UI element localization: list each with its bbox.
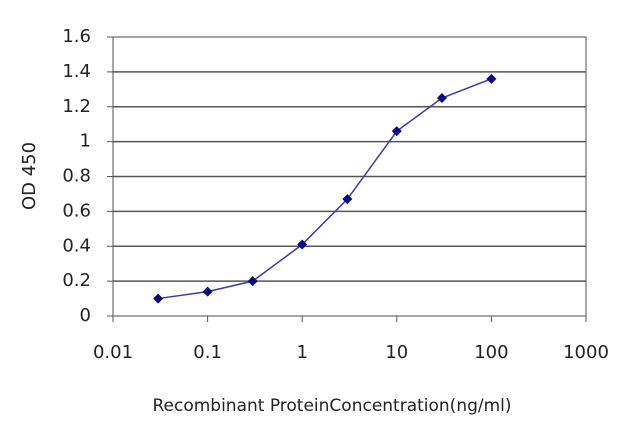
y-tick-label: 0.8: [62, 166, 91, 187]
x-tick-label: 10: [385, 342, 408, 363]
data-point: [486, 73, 497, 84]
y-tick-label: 1: [80, 131, 91, 152]
y-tick-label: 0: [80, 305, 91, 326]
x-tick-label: 100: [474, 342, 508, 363]
data-point: [342, 194, 353, 205]
y-tick-label: 1.4: [62, 61, 91, 82]
y-tick-label: 0.6: [62, 200, 91, 221]
data-point: [202, 286, 213, 297]
x-tick-label: 1000: [563, 342, 609, 363]
x-tick-label: 0.01: [93, 342, 133, 363]
data-point: [153, 293, 164, 304]
x-axis-label: Recombinant ProteinConcentration(ng/ml): [152, 396, 511, 416]
data-point: [247, 276, 258, 287]
y-tick-label: 1.6: [62, 26, 91, 47]
data-point: [297, 239, 308, 250]
y-tick-label: 0.2: [62, 270, 91, 291]
data-point: [436, 93, 447, 104]
data-point: [391, 126, 402, 137]
series-line: [158, 78, 492, 300]
x-tick-label: 1: [296, 342, 307, 363]
y-tick-label: 0.4: [62, 235, 91, 256]
y-tick-label: 1.2: [62, 96, 91, 117]
y-axis-label: OD 450: [19, 142, 40, 210]
x-tick-label: 0.1: [193, 342, 222, 363]
